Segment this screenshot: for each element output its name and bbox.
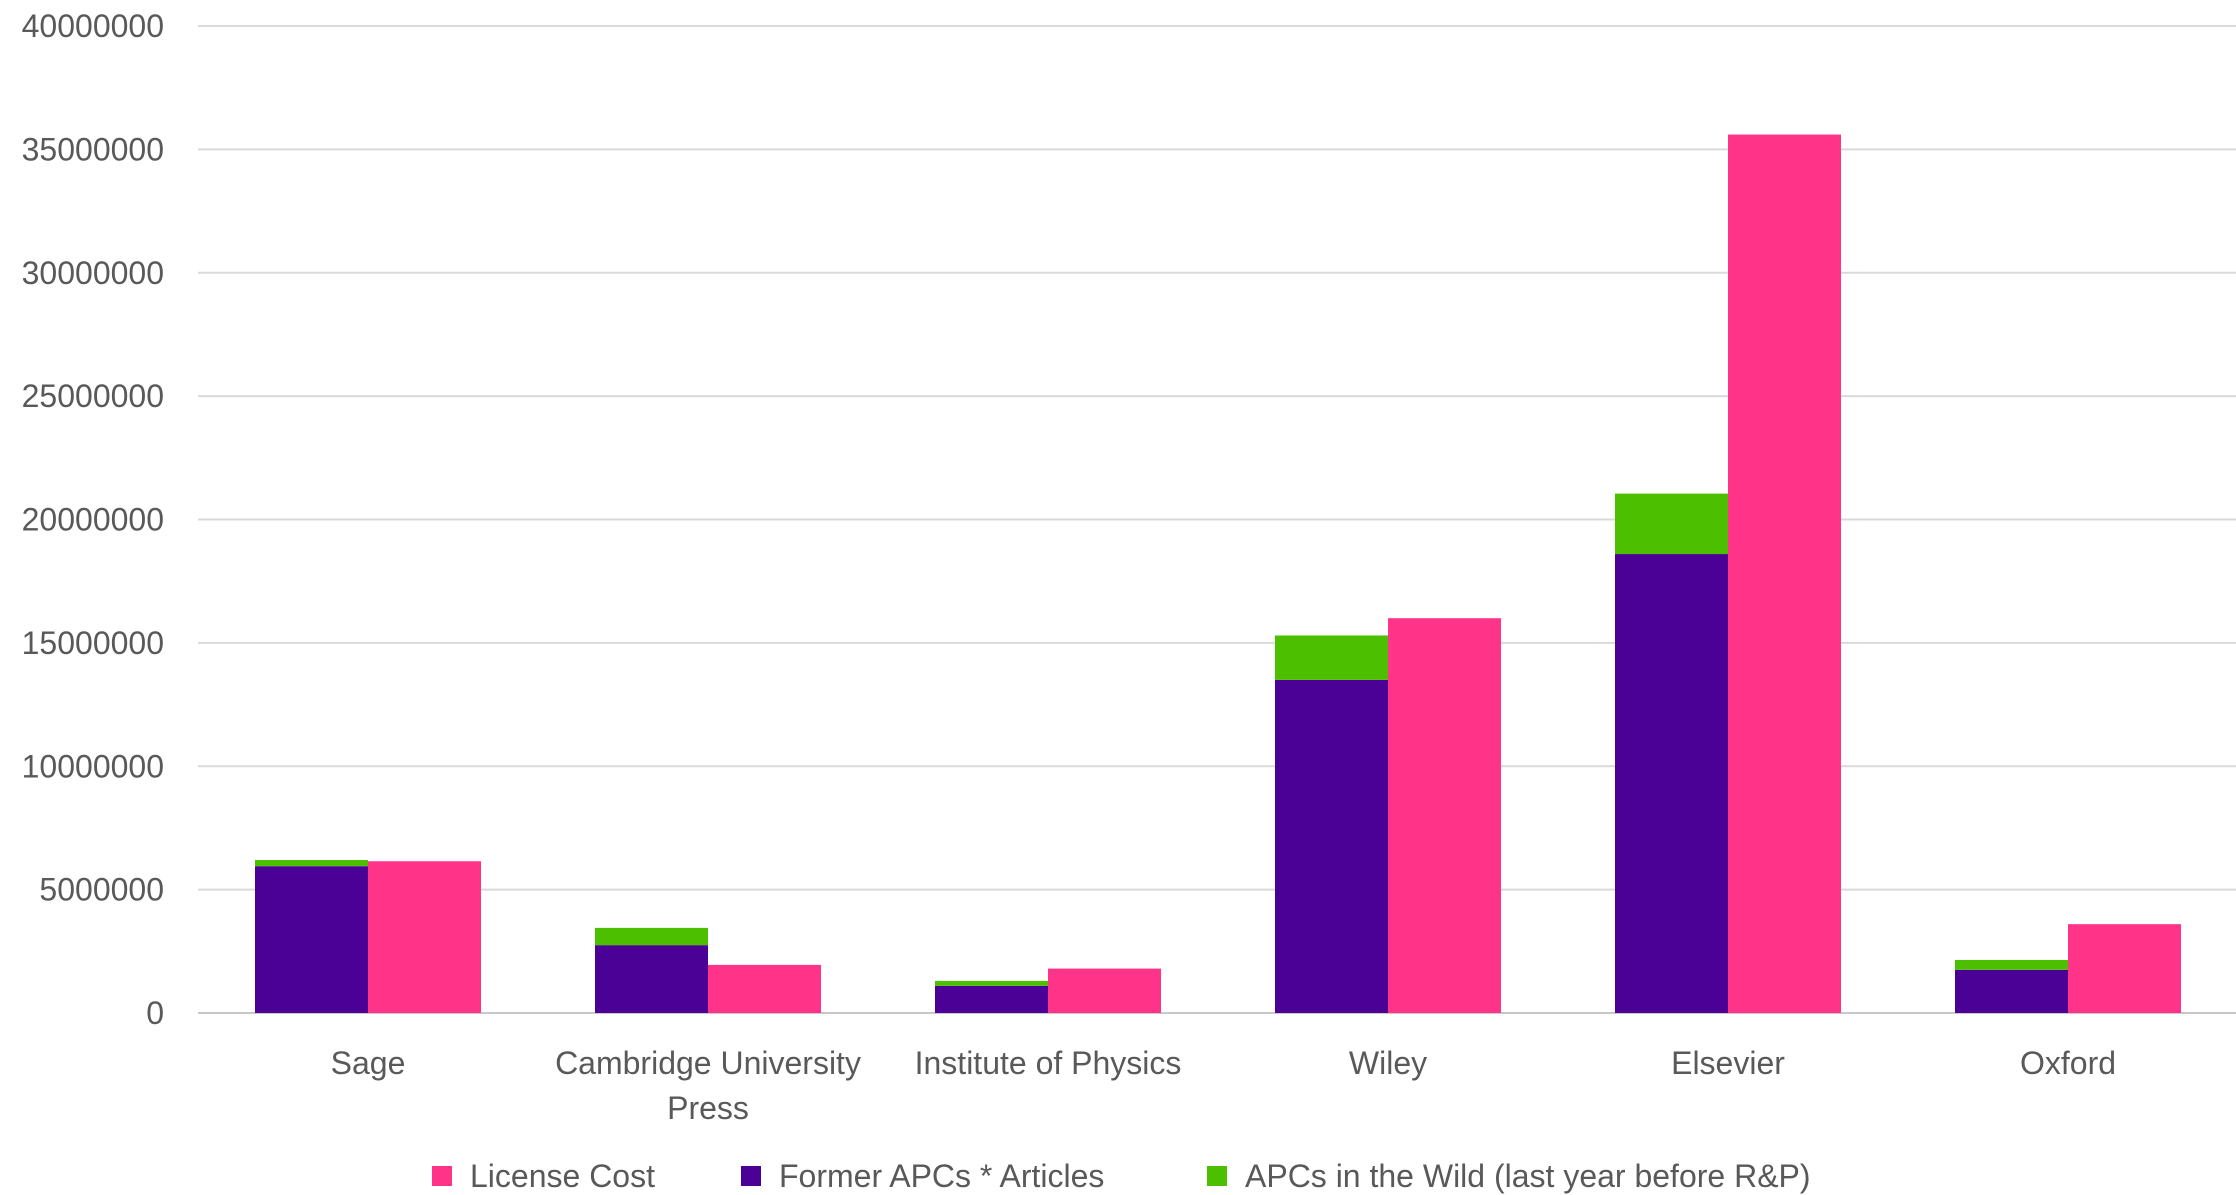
legend-swatch bbox=[741, 1166, 761, 1186]
y-tick-label: 20000000 bbox=[22, 502, 164, 538]
bar-former-apcs-articles bbox=[255, 866, 368, 1013]
x-category-label: Elsevier bbox=[1671, 1045, 1785, 1081]
x-category-label: Sage bbox=[331, 1045, 406, 1081]
legend-item: Former APCs * Articles bbox=[741, 1158, 1104, 1194]
bars bbox=[255, 134, 2181, 1013]
y-tick-label: 35000000 bbox=[22, 131, 164, 167]
legend-swatch bbox=[432, 1166, 452, 1186]
bar-license-cost bbox=[368, 861, 481, 1013]
y-axis-ticks: 0 5000000 10000000 15000000 20000000 25000000… bbox=[22, 8, 164, 1031]
bar-apcs-in-the-wild-last-year-before-r-p bbox=[255, 860, 368, 867]
bar-apcs-in-the-wild-last-year-before-r-p bbox=[935, 980, 1048, 986]
y-tick-label: 30000000 bbox=[22, 255, 164, 291]
legend: License Cost Former APCs * Articles APCs i… bbox=[432, 1158, 1811, 1194]
y-tick-label: 10000000 bbox=[22, 748, 164, 784]
y-tick-label: 0 bbox=[146, 995, 164, 1031]
bar-apcs-in-the-wild-last-year-before-r-p bbox=[1955, 959, 2068, 970]
bar-former-apcs-articles bbox=[1275, 679, 1388, 1013]
y-tick-label: 25000000 bbox=[22, 378, 164, 414]
gridlines bbox=[198, 25, 2236, 1014]
x-category-label: Institute of Physics bbox=[915, 1045, 1182, 1081]
legend-swatch bbox=[1207, 1166, 1227, 1186]
bar-license-cost bbox=[2068, 924, 2181, 1013]
legend-label: License Cost bbox=[470, 1158, 655, 1194]
x-axis-categories: Sage Cambridge University Press Institute o… bbox=[331, 1045, 2116, 1126]
bar-license-cost bbox=[1728, 134, 1841, 1013]
bar-apcs-in-the-wild-last-year-before-r-p bbox=[1275, 635, 1388, 680]
y-tick-label: 5000000 bbox=[39, 872, 164, 908]
x-category-label: Wiley bbox=[1349, 1045, 1427, 1081]
bar-former-apcs-articles bbox=[935, 985, 1048, 1013]
bar-former-apcs-articles bbox=[1955, 969, 2068, 1013]
y-tick-label: 40000000 bbox=[22, 8, 164, 44]
bar-former-apcs-articles bbox=[595, 945, 708, 1013]
legend-label: APCs in the Wild (last year before R&P) bbox=[1245, 1158, 1811, 1194]
legend-item: License Cost bbox=[432, 1158, 655, 1194]
bar-license-cost bbox=[708, 964, 821, 1013]
legend-item: APCs in the Wild (last year before R&P) bbox=[1207, 1158, 1811, 1194]
bar-former-apcs-articles bbox=[1615, 554, 1728, 1013]
y-tick-label: 15000000 bbox=[22, 625, 164, 661]
bar-apcs-in-the-wild-last-year-before-r-p bbox=[595, 927, 708, 946]
bar-apcs-in-the-wild-last-year-before-r-p bbox=[1615, 493, 1728, 555]
bar-license-cost bbox=[1048, 968, 1161, 1013]
bar-license-cost bbox=[1388, 618, 1501, 1013]
x-category-label: Oxford bbox=[2020, 1045, 2116, 1081]
legend-label: Former APCs * Articles bbox=[779, 1158, 1104, 1194]
x-category-label: Cambridge University Press bbox=[555, 1045, 861, 1126]
